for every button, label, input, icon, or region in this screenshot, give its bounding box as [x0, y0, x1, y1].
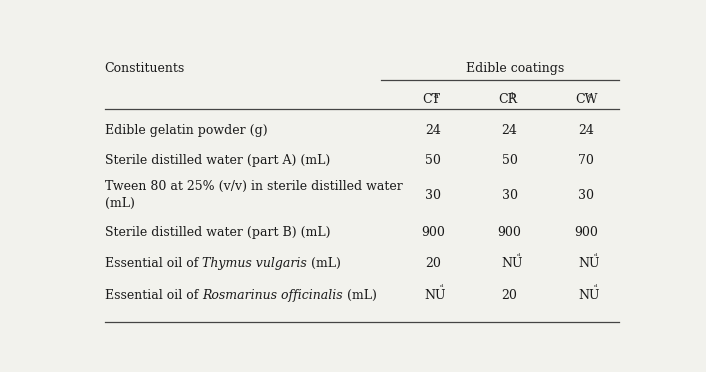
- Text: Edible coatings: Edible coatings: [466, 62, 564, 75]
- Text: ᵈ: ᵈ: [593, 284, 597, 292]
- Text: NU: NU: [425, 289, 446, 302]
- Text: (mL): (mL): [307, 257, 341, 270]
- Text: 50: 50: [425, 154, 441, 167]
- Text: Tween 80 at 25% (v/v) in sterile distilled water
(mL): Tween 80 at 25% (v/v) in sterile distill…: [104, 180, 402, 210]
- Text: NU: NU: [578, 257, 599, 270]
- Text: 30: 30: [501, 189, 517, 202]
- Text: Sterile distilled water (part B) (mL): Sterile distilled water (part B) (mL): [104, 226, 330, 239]
- Text: Constituents: Constituents: [104, 62, 185, 75]
- Text: 70: 70: [578, 154, 594, 167]
- Text: CW: CW: [575, 93, 598, 106]
- Text: NU: NU: [578, 289, 599, 302]
- Text: CT: CT: [422, 93, 440, 106]
- Text: 20: 20: [502, 289, 517, 302]
- Text: ᵈ: ᵈ: [593, 253, 597, 261]
- Text: ᵈ: ᵈ: [517, 253, 520, 261]
- Text: c: c: [587, 92, 592, 100]
- Text: 900: 900: [421, 226, 445, 239]
- Text: Thymus vulgaris: Thymus vulgaris: [202, 257, 307, 270]
- Text: Edible gelatin powder (g): Edible gelatin powder (g): [104, 124, 268, 137]
- Text: ᵈ: ᵈ: [440, 284, 443, 292]
- Text: 30: 30: [578, 189, 594, 202]
- Text: a: a: [434, 92, 439, 100]
- Text: 30: 30: [425, 189, 441, 202]
- Text: NU: NU: [501, 257, 523, 270]
- Text: 24: 24: [425, 124, 441, 137]
- Text: 24: 24: [502, 124, 517, 137]
- Text: (mL): (mL): [342, 289, 376, 302]
- Text: 20: 20: [425, 257, 441, 270]
- Text: Rosmarinus officinalis: Rosmarinus officinalis: [202, 289, 342, 302]
- Text: Essential oil of: Essential oil of: [104, 257, 202, 270]
- Text: CR: CR: [498, 93, 517, 106]
- Text: 24: 24: [578, 124, 594, 137]
- Text: 900: 900: [574, 226, 598, 239]
- Text: Essential oil of: Essential oil of: [104, 289, 202, 302]
- Text: b: b: [510, 92, 516, 100]
- Text: 50: 50: [502, 154, 517, 167]
- Text: 900: 900: [498, 226, 522, 239]
- Text: Sterile distilled water (part A) (mL): Sterile distilled water (part A) (mL): [104, 154, 330, 167]
